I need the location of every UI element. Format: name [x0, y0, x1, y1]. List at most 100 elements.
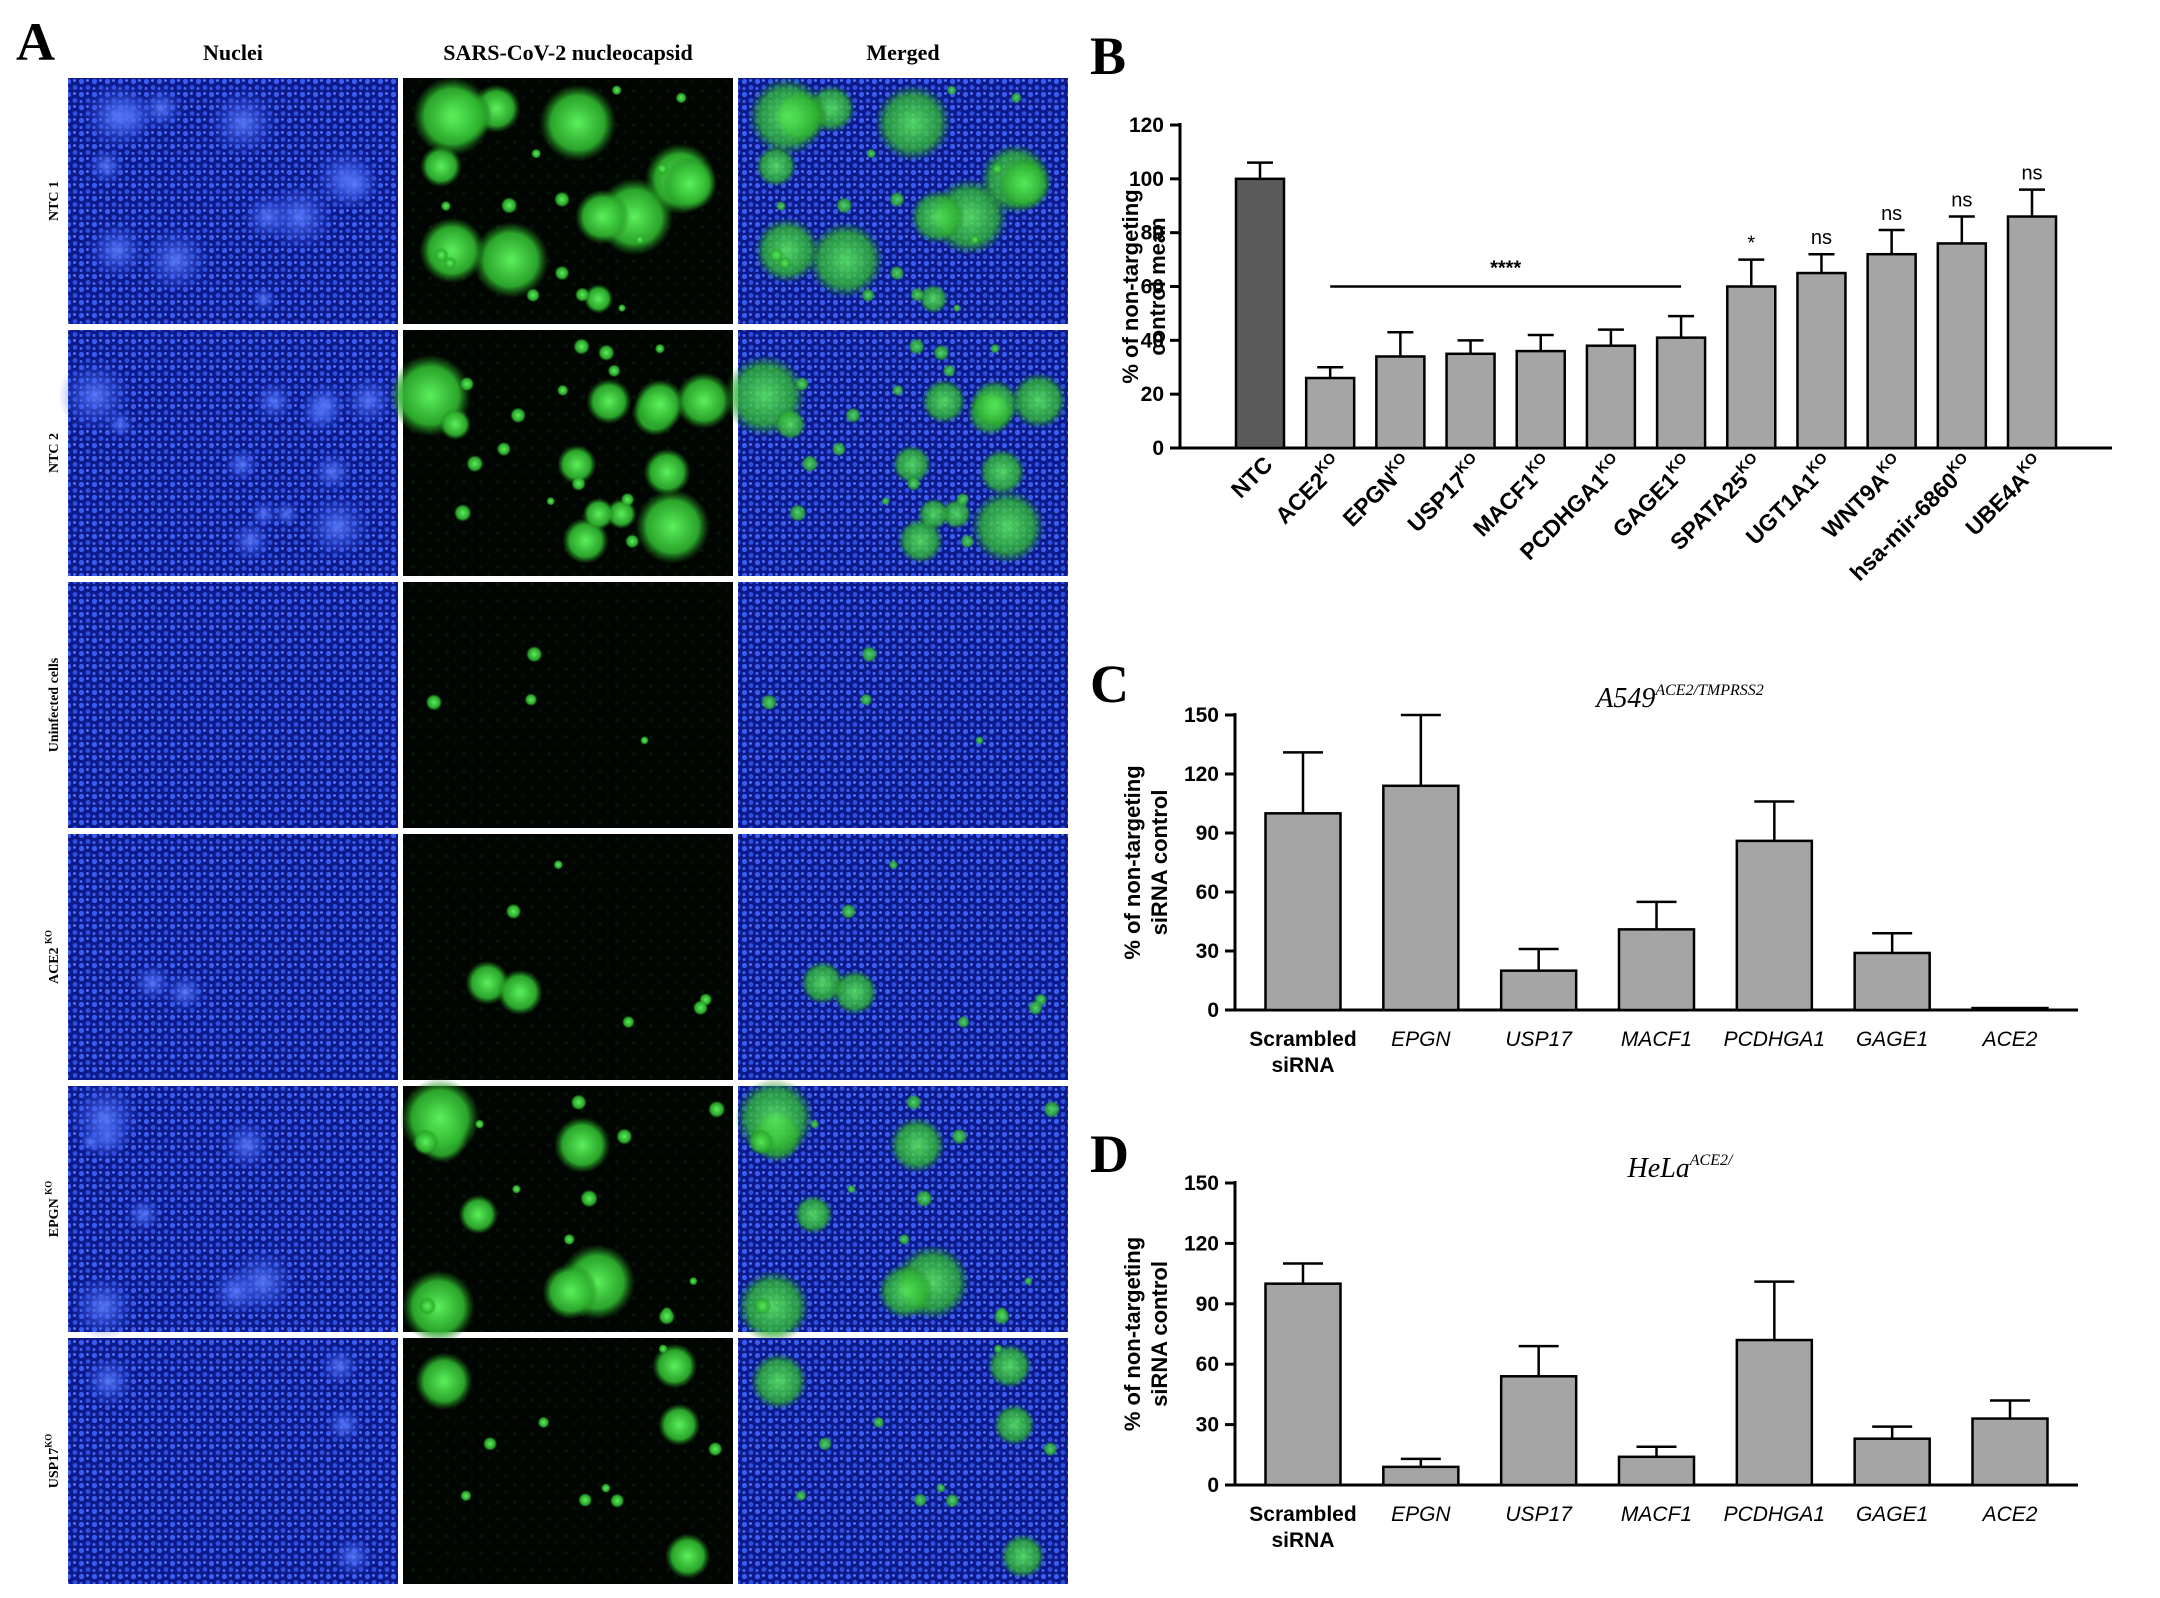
nucleocapsid-signal [993, 1308, 1011, 1326]
nucleocapsid-signal [554, 1116, 611, 1174]
x-tick-label: PCDHGA1 [1724, 1028, 1826, 1051]
nucleocapsid-signal [412, 76, 492, 156]
micrograph-tile [68, 834, 398, 1080]
bar [1585, 344, 1637, 450]
x-tick-label: ACE2KO [1268, 449, 1348, 529]
nucleocapsid-signal [918, 284, 949, 314]
nucleocapsid-signal [906, 476, 921, 491]
nucleocapsid-signal [526, 645, 543, 663]
micrograph-tile [68, 1082, 398, 1340]
x-tick-label: Scrambled siRNA [1249, 1503, 1356, 1552]
nucleocapsid-signal [993, 1344, 1003, 1354]
y-tick-label: 90 [1196, 822, 1219, 845]
nucleocapsid-signal [909, 287, 925, 303]
x-tick-label: UBE4AKO [1958, 449, 2049, 540]
significance-label: ns [1881, 203, 1902, 225]
nucleocapsid-signal [794, 376, 810, 392]
nucleocapsid-signal [898, 1233, 911, 1246]
x-tick-label: MACF1 [1621, 1028, 1692, 1051]
x-tick-label: Scrambled siRNA [1249, 1028, 1356, 1077]
nucleus-cluster [319, 1345, 360, 1387]
nucleocapsid-signal [989, 343, 1000, 354]
micrograph-tile [403, 582, 733, 828]
nucleus-cluster [249, 499, 279, 529]
nucleus-cluster [330, 159, 380, 209]
nucleus-cluster [343, 375, 395, 427]
micrograph-tile [389, 330, 733, 576]
bar [1735, 839, 1814, 1012]
nucleocapsid-signal [611, 85, 622, 96]
nucleus-cluster [304, 493, 372, 561]
micrograph-tile [738, 76, 1068, 324]
nucleocapsid-signal [542, 1263, 599, 1320]
micrograph-tile [724, 330, 1068, 576]
column-header: Nuclei [203, 40, 263, 65]
nucleocapsid-signal [606, 498, 637, 530]
bar [1936, 242, 1988, 450]
bar [1264, 1282, 1342, 1487]
nucleocapsid-signal [993, 1403, 1036, 1446]
nucleocapsid-signal [707, 1441, 723, 1457]
bracket-label: **** [1490, 258, 1521, 280]
nucleus-cluster [229, 519, 272, 562]
nucleocapsid-signal [692, 1000, 709, 1016]
significance-label: * [1747, 233, 1755, 255]
y-tick-label: 120 [1184, 763, 1219, 786]
nucleocapsid-signal [957, 1015, 970, 1029]
nucleocapsid-signal [665, 1533, 711, 1579]
nucleocapsid-signal [1010, 372, 1068, 430]
nucleocapsid-signal [440, 200, 452, 212]
nucleocapsid-signal [809, 1119, 820, 1129]
nucleocapsid-signal [526, 288, 541, 303]
nucleocapsid-signal [1042, 1441, 1058, 1457]
panel-a-label: A [16, 12, 55, 72]
x-tick-label: EPGN [1391, 1028, 1451, 1051]
nucleocapsid-signal [831, 441, 847, 457]
tile-background [68, 582, 398, 828]
nucleocapsid-signal [586, 378, 632, 425]
nucleus-cluster [272, 500, 301, 528]
nucleocapsid-signal [861, 645, 878, 663]
nucleocapsid-signal [946, 85, 957, 96]
nucleocapsid-signal [1027, 1000, 1044, 1016]
nucleocapsid-signal [915, 1189, 934, 1208]
x-tick-label: NTC [1226, 451, 1278, 503]
bar [1866, 252, 1917, 450]
bar [1617, 928, 1696, 1012]
nucleocapsid-signal [874, 84, 952, 162]
nucleus-cluster [132, 962, 173, 1003]
y-tick-label: 0 [1207, 999, 1219, 1022]
nucleocapsid-signal [539, 84, 617, 162]
bar [1971, 1006, 2049, 1012]
nucleocapsid-signal [412, 1129, 439, 1156]
micrograph-tile [403, 76, 733, 324]
y-tick-label: 60 [1196, 1353, 1219, 1376]
nucleocapsid-signal [643, 448, 691, 496]
nucleocapsid-signal [845, 407, 862, 424]
nucleocapsid-signal [1043, 1100, 1061, 1119]
nucleocapsid-signal [571, 476, 586, 491]
micrograph-tile [68, 78, 398, 324]
y-tick-label: 150 [1184, 704, 1219, 727]
nucleocapsid-signal [425, 693, 443, 711]
nucleocapsid-signal [793, 1194, 834, 1235]
row-label: NTC 2 [47, 433, 62, 473]
bar [1445, 352, 1496, 450]
chart-title: HeLaACE2/ [1627, 1152, 1734, 1184]
nucleocapsid-signal [601, 1483, 611, 1493]
bar [1234, 177, 1286, 450]
nucleocapsid-signal [775, 200, 787, 212]
micrograph-tile [735, 1078, 1068, 1344]
y-axis-label: % of non-targetingsiRNA control [1120, 765, 1172, 959]
y-tick-label: 20 [1141, 383, 1164, 406]
y-tick-label: 0 [1207, 1474, 1219, 1497]
nucleocapsid-signal [500, 197, 518, 214]
bar [1382, 784, 1460, 1012]
nucleocapsid-signal [497, 969, 543, 1016]
nucleocapsid-signal [443, 256, 457, 270]
nucleus-cluster [81, 80, 153, 152]
y-tick-label: 100 [1129, 168, 1164, 191]
significance-label: ns [1951, 190, 1972, 212]
x-tick-label: MACF1 [1621, 1503, 1692, 1526]
bar [1499, 1375, 1578, 1487]
